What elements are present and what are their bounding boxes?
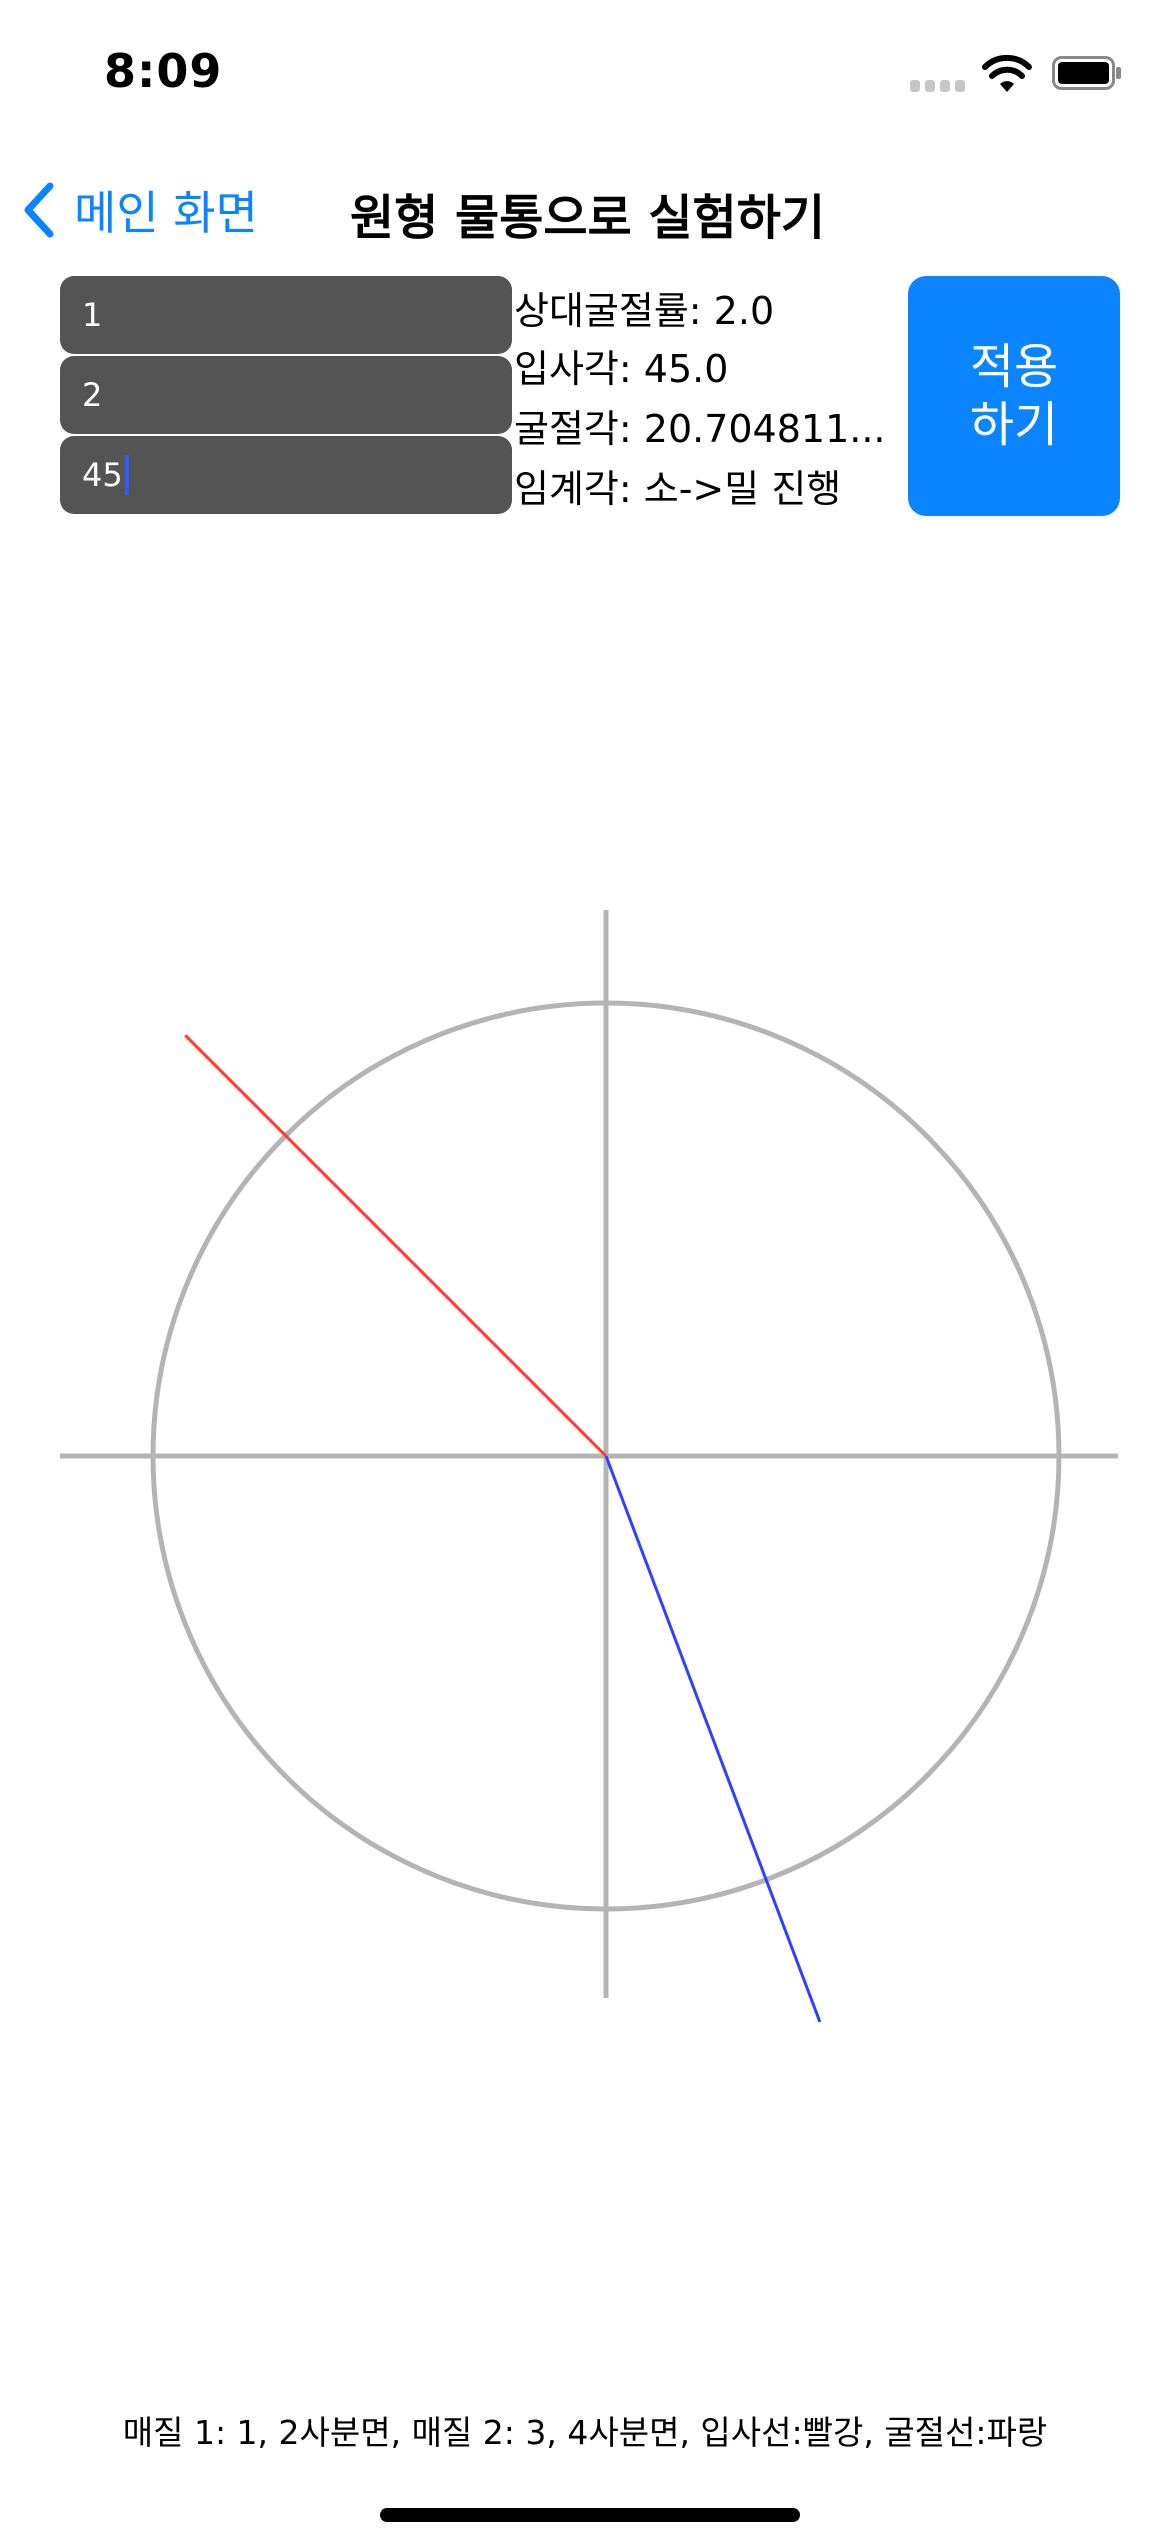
medium1-index-value: 1	[82, 296, 103, 334]
home-indicator[interactable]	[380, 2508, 800, 2522]
page-title: 원형 물통으로 실험하기	[350, 190, 826, 246]
incidence-angle-input[interactable]: 45	[60, 436, 512, 514]
apply-button[interactable]: 적용 하기	[908, 276, 1120, 516]
refraction-angle-label: 굴절각: 20.704811...	[514, 407, 886, 451]
status-time: 8:09	[104, 44, 223, 98]
back-button[interactable]: 메인 화면	[22, 170, 258, 250]
battery-icon	[1052, 56, 1122, 90]
refracted-ray	[604, 1455, 822, 2023]
apply-button-line2: 하기	[969, 397, 1059, 453]
incidence-angle-label: 입사각: 45.0	[514, 347, 729, 391]
chevron-left-icon	[24, 182, 54, 238]
refraction-diagram	[0, 880, 1170, 2040]
relative-index-label: 상대굴절률: 2.0	[514, 289, 775, 333]
medium1-index-input[interactable]: 1	[60, 276, 512, 354]
cellular-signal-icon	[910, 80, 966, 94]
medium2-index-value: 2	[82, 376, 103, 414]
apply-button-line1: 적용	[969, 339, 1059, 395]
text-cursor	[124, 455, 129, 495]
incidence-angle-value: 45	[82, 456, 123, 494]
incident-ray	[184, 1034, 608, 1458]
medium2-index-input[interactable]: 2	[60, 356, 512, 434]
wifi-icon	[982, 54, 1032, 94]
back-button-label: 메인 화면	[74, 186, 258, 240]
legend-text: 매질 1: 1, 2사분면, 매질 2: 3, 4사분면, 입사선:빨강, 굴절…	[122, 2413, 1048, 2452]
critical-angle-label: 임계각: 소->밀 진행	[514, 467, 842, 511]
